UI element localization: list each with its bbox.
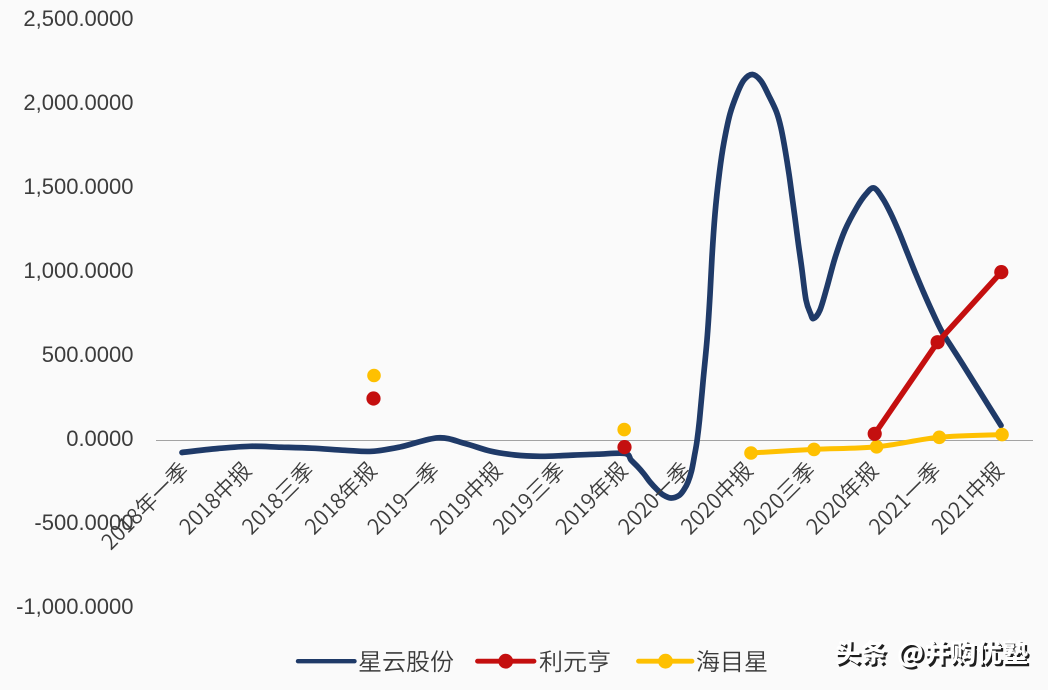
svg-text:2,500.0000: 2,500.0000: [23, 6, 133, 31]
svg-text:1,500.0000: 1,500.0000: [23, 174, 133, 199]
svg-text:2,000.0000: 2,000.0000: [23, 90, 133, 115]
svg-text:-500.0000: -500.0000: [34, 510, 133, 535]
svg-text:0.0000: 0.0000: [66, 426, 133, 451]
svg-text:1,000.0000: 1,000.0000: [23, 258, 133, 283]
svg-text:500.0000: 500.0000: [42, 342, 134, 367]
svg-text:-1,000.0000: -1,000.0000: [16, 594, 133, 619]
